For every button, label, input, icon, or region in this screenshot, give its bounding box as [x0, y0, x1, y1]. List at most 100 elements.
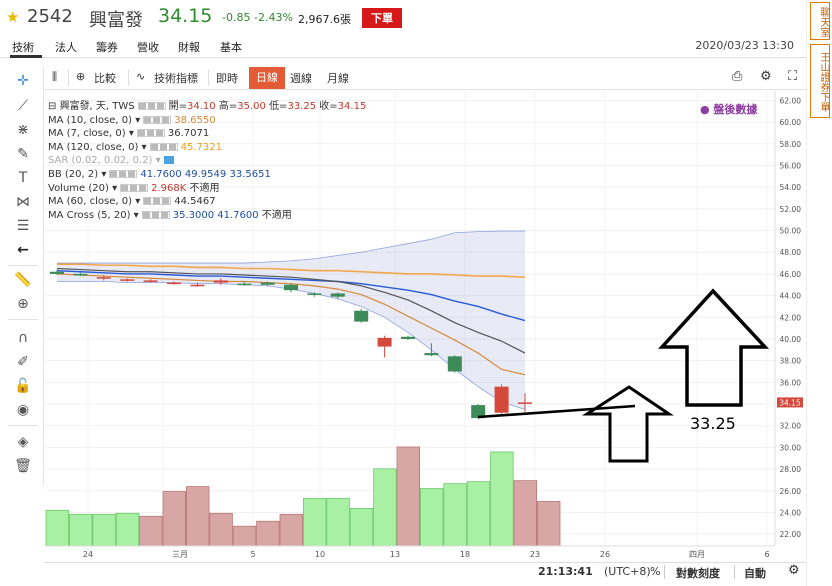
volume-bar — [185, 486, 210, 547]
daily-button[interactable]: 日線 — [249, 67, 285, 89]
legend-bb-v3: 33.5651 — [229, 168, 271, 180]
volume-bar — [326, 498, 350, 547]
time-axis-tick: 13 — [390, 550, 400, 559]
annotation-text: 33.25 — [690, 414, 736, 433]
ma20-line — [56, 267, 526, 354]
volume-bar — [536, 501, 561, 547]
auto-scale-button[interactable]: 自動 — [744, 567, 766, 580]
time-axis-tick: 23 — [530, 550, 540, 559]
legend-collapse-icon[interactable]: ⊟ — [48, 101, 60, 112]
percent-scale-button[interactable]: % — [650, 565, 661, 578]
candle-body — [284, 284, 298, 291]
price-axis-tick: 56.00 — [780, 161, 802, 170]
zoom-in-icon[interactable]: ⊕ — [17, 296, 29, 312]
timezone-button[interactable]: (UTC+8) — [604, 565, 651, 578]
layers-icon[interactable]: ◈ — [17, 434, 29, 450]
trash-icon[interactable]: 🗑 — [14, 458, 32, 474]
tab-institutional[interactable]: 法人 — [55, 41, 77, 54]
broker-order-button[interactable]: 王山證券下單 — [810, 44, 830, 118]
legend-volume-value: 2.968K — [151, 182, 187, 194]
legend-actions[interactable] — [143, 115, 172, 124]
crosshair-icon[interactable]: ✛ — [17, 73, 29, 89]
legend-ma120-value: 45.7321 — [180, 141, 222, 153]
text-icon[interactable]: T — [18, 170, 28, 186]
legend-macross-v1: 35.3000 — [172, 209, 215, 221]
price-axis-tick: 32.00 — [780, 422, 802, 431]
price-axis-tick: 22.00 — [780, 530, 802, 539]
stock-code: 2542 — [27, 6, 73, 27]
price-change: -0.85 — [222, 11, 251, 24]
brush-icon[interactable]: ✎ — [17, 146, 29, 162]
legend-volume-label: Volume (20) — [48, 182, 109, 194]
legend-actions[interactable] — [143, 197, 172, 206]
bar-style-icon[interactable]: ⫼ — [52, 70, 58, 83]
legend-actions[interactable] — [136, 129, 165, 138]
price-axis-tick: 48.00 — [780, 248, 802, 257]
gann-icon[interactable]: ☰ — [16, 218, 30, 234]
monthly-button[interactable]: 月線 — [327, 72, 349, 85]
indicator-icon[interactable]: ∿ — [136, 70, 146, 83]
candle-body — [120, 279, 135, 281]
legend-actions[interactable] — [149, 142, 178, 151]
legend-ma60: MA (60, close, 0) ▾ 44.5467 — [48, 196, 216, 208]
legend-ma120: MA (120, close, 0) ▾ 45.7321 — [48, 141, 222, 153]
lock-icon[interactable]: 🔓 — [14, 378, 32, 394]
weekly-button[interactable]: 週線 — [290, 72, 312, 85]
trend-line-icon[interactable]: ⟋ — [18, 98, 28, 114]
tab-revenue[interactable]: 營收 — [137, 41, 159, 54]
volume-bar — [45, 509, 70, 547]
tab-basic[interactable]: 基本 — [220, 41, 242, 54]
quote-header: ★ 2542 興富發 34.15 -0.85 -2.43% 2,967.6張 下… — [0, 0, 806, 36]
tab-technical[interactable]: 技術 — [12, 41, 34, 54]
tab-margin[interactable]: 籌券 — [96, 41, 118, 54]
legend-actions[interactable] — [141, 210, 170, 219]
lock-draw-icon[interactable]: ✐ — [17, 354, 29, 370]
gear-icon[interactable]: ⚙ — [788, 563, 800, 578]
legend-ma7-label: MA (7, close, 0) — [48, 128, 126, 140]
legend-actions[interactable] — [137, 102, 166, 110]
back-arrow-icon[interactable]: ← — [17, 242, 29, 258]
price-axis-tick: 60.00 — [780, 118, 802, 127]
legend-actions[interactable] — [120, 183, 149, 192]
legend-ma120-label: MA (120, close, 0) — [48, 141, 139, 153]
candle-body — [424, 353, 439, 356]
legend-actions[interactable] — [109, 169, 138, 178]
pattern-icon[interactable]: ⋈ — [16, 194, 30, 210]
chart-status-bar: 21:13:41 (UTC+8) % 對數刻度 自動 ⚙ — [44, 562, 806, 580]
gear-icon[interactable]: ⚙ — [760, 69, 772, 84]
intraday-button[interactable]: 即時 — [216, 72, 238, 85]
fullscreen-icon[interactable]: ⛶ — [788, 69, 798, 84]
tab-financials[interactable]: 財報 — [178, 41, 200, 54]
legend-macross-na: 不適用 — [261, 209, 292, 221]
volume-bar — [513, 480, 538, 547]
bollinger-upper-line — [57, 230, 525, 264]
candle-body — [237, 283, 252, 286]
chat-room-button[interactable]: 聊天室 — [810, 2, 830, 40]
legend-bb-label: BB (20, 2) — [48, 168, 99, 180]
legend-actions[interactable] — [163, 156, 174, 165]
magnet-icon[interactable]: ∩ — [17, 330, 29, 346]
legend-sar: SAR (0.02, 0.02, 0.2) ▾ — [48, 154, 366, 168]
eye-icon[interactable]: ◉ — [16, 402, 30, 418]
volume-bar — [466, 481, 491, 547]
ruler-icon[interactable]: 📏 — [14, 272, 32, 288]
legend-bb-v1: 41.7600 — [140, 168, 182, 180]
price-change-pct: -2.43% — [254, 11, 293, 24]
toolbar-divider — [8, 425, 38, 426]
camera-icon[interactable]: ⎙ — [732, 69, 743, 84]
compare-icon[interactable]: ⊕ — [76, 70, 86, 83]
favorite-star-icon[interactable]: ★ — [6, 8, 20, 26]
drawing-toolbar: ✛ ⟋ ⋇ ✎ T ⋈ ☰ ← 📏 ⊕ ∩ ✐ 🔓 ◉ ◈ 🗑 — [0, 66, 44, 486]
fib-icon[interactable]: ⋇ — [17, 122, 29, 138]
indicators-button[interactable]: 技術指標 — [154, 72, 198, 85]
compare-button[interactable]: 比較 — [94, 72, 116, 85]
order-button[interactable]: 下單 — [362, 8, 402, 28]
price-chart[interactable]: 62.00 60.00 58.00 56.00 54.00 52.00 50.00 48.00… — [45, 91, 806, 562]
time-axis-tick: 四月 — [689, 550, 705, 559]
ma60-line — [56, 269, 526, 322]
post-market-data-link[interactable]: ● 盤後數據 — [700, 103, 758, 116]
log-scale-button[interactable]: 對數刻度 — [676, 567, 720, 580]
price-axis-tick: 36.00 — [780, 378, 802, 387]
price-axis-tick: 24.00 — [780, 508, 802, 517]
status-divider — [734, 565, 735, 579]
